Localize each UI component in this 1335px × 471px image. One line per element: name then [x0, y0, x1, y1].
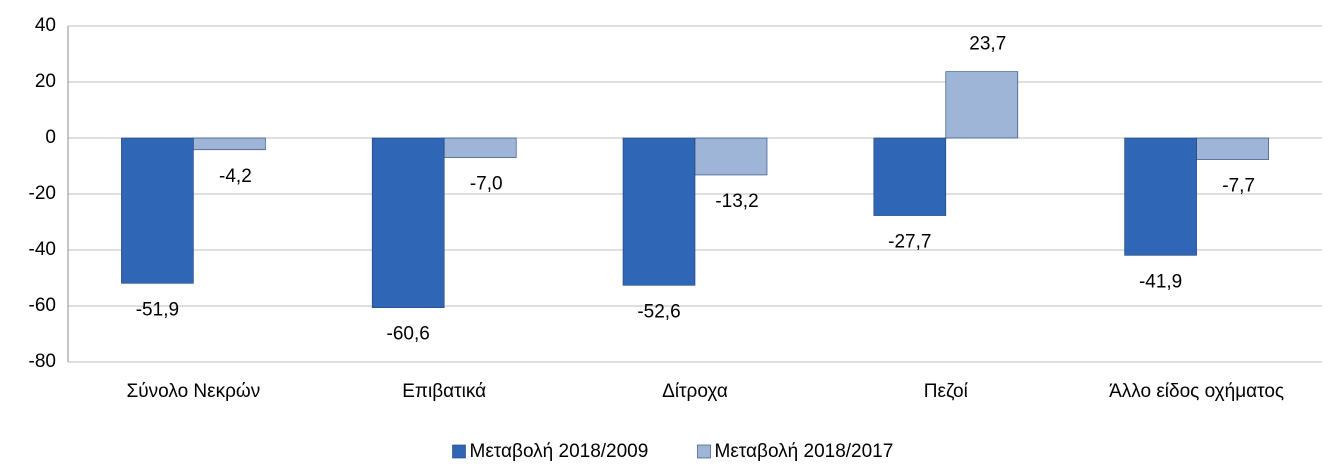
value-label: 23,7 — [969, 34, 1006, 55]
legend-swatch — [697, 444, 711, 459]
bar — [694, 137, 768, 176]
bar — [1196, 137, 1269, 160]
y-tick-label: -60 — [29, 295, 56, 316]
value-label: -4,2 — [219, 166, 252, 187]
value-label: -41,9 — [1139, 271, 1182, 292]
value-label: -51,9 — [136, 299, 179, 320]
y-tick-label: -40 — [29, 239, 56, 260]
x-tick-label: Δίτροχα — [662, 381, 728, 402]
value-label: -7,0 — [470, 174, 503, 195]
x-tick-label: Πεζοί — [924, 381, 969, 402]
value-label: -13,2 — [715, 191, 758, 212]
y-tick-label: -80 — [29, 351, 56, 372]
value-label: -7,7 — [1222, 176, 1255, 197]
y-tick-label: 0 — [45, 127, 56, 148]
bar — [945, 71, 1019, 139]
legend-swatch — [452, 444, 466, 459]
legend-label: Μεταβολή 2018/2017 — [715, 441, 894, 462]
bar — [193, 137, 266, 151]
legend-label: Μεταβολή 2018/2009 — [470, 441, 649, 462]
bar — [622, 137, 696, 286]
bar — [121, 137, 194, 284]
value-label: -60,6 — [387, 324, 430, 345]
value-label: -27,7 — [888, 232, 931, 253]
x-tick-label: Άλλο είδος οχήματος — [1109, 381, 1284, 402]
x-tick-label: Επιβατικά — [402, 381, 486, 402]
bar — [1124, 137, 1197, 256]
x-tick-label: Σύνολο Νεκρών — [127, 381, 261, 402]
bar — [873, 137, 947, 216]
y-tick-label: 40 — [35, 15, 56, 36]
value-label: -52,6 — [637, 301, 680, 322]
y-tick-label: 20 — [35, 71, 56, 92]
bar — [371, 137, 445, 308]
bar — [443, 137, 517, 158]
y-tick-label: -20 — [29, 183, 56, 204]
